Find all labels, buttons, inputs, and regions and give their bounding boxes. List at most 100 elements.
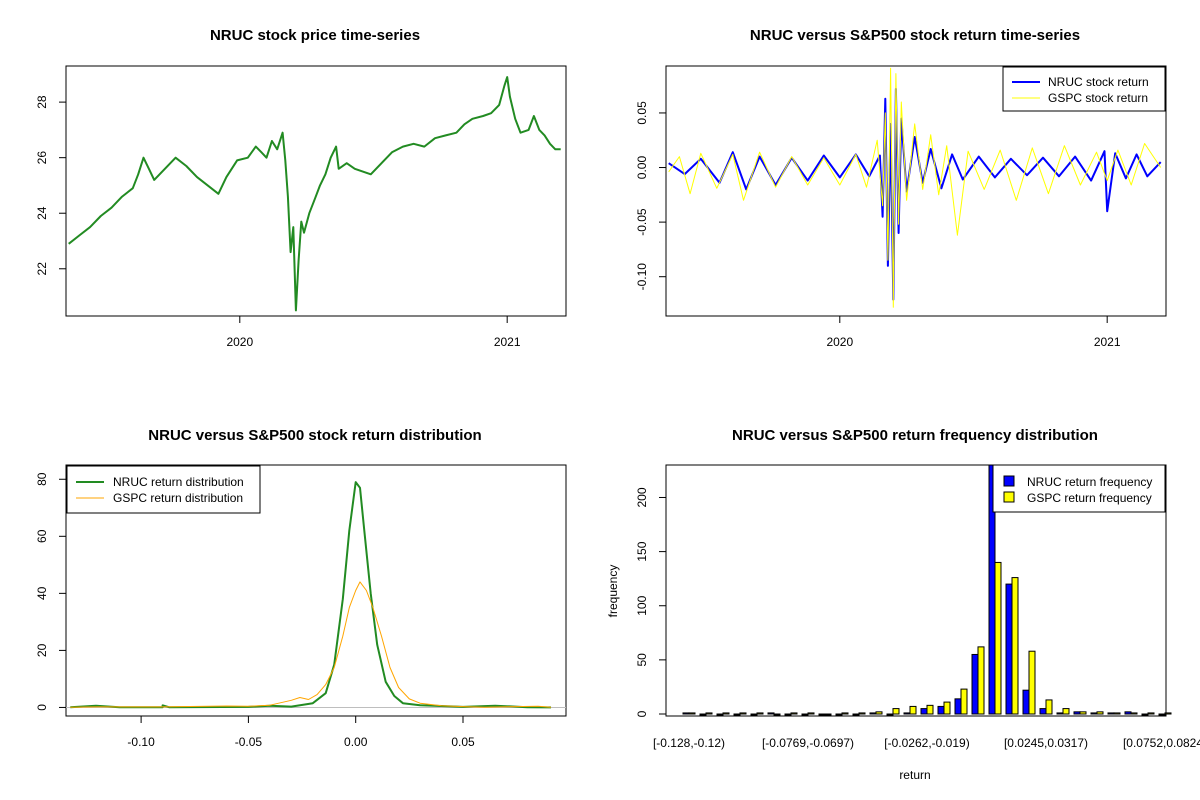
x-tick-label: 2020 bbox=[226, 335, 253, 349]
chart-title: NRUC versus S&P500 stock return time-ser… bbox=[750, 27, 1080, 44]
legend-label-gspc: GSPC return frequency bbox=[1027, 491, 1152, 505]
nruc-frequency-bar bbox=[733, 713, 741, 716]
nruc-frequency-bar bbox=[784, 713, 792, 716]
nruc-frequency-bar bbox=[818, 713, 826, 716]
gspc-frequency-bar bbox=[841, 712, 849, 715]
gspc-frequency-bar bbox=[722, 712, 730, 715]
y-tick-label: 0.00 bbox=[635, 156, 649, 180]
gspc-frequency-bar bbox=[892, 708, 900, 715]
gspc-frequency-bar bbox=[1045, 699, 1053, 715]
gspc-frequency-bar bbox=[1113, 712, 1121, 715]
plot-frame bbox=[65, 464, 567, 717]
x-tick-label: 2020 bbox=[826, 335, 853, 349]
gspc-frequency-bar bbox=[739, 712, 747, 715]
y-tick-label: 26 bbox=[35, 151, 49, 165]
gspc-frequency-bar bbox=[1130, 712, 1138, 715]
gspc-frequency-bar bbox=[943, 701, 951, 715]
nruc-frequency-bar bbox=[1039, 708, 1047, 715]
x-tick-label: 0.00 bbox=[344, 735, 368, 749]
return-histogram-panel: NRUC versus S&P500 return frequency dist… bbox=[606, 427, 1200, 782]
x-axis-label: return bbox=[899, 768, 930, 782]
y-tick-label: 100 bbox=[635, 595, 649, 615]
gspc-frequency-bar bbox=[1147, 712, 1155, 715]
nruc-frequency-bar bbox=[1158, 713, 1166, 716]
legend-box bbox=[1002, 66, 1166, 112]
gspc-frequency-bar bbox=[1079, 711, 1087, 715]
gspc-frequency-bar bbox=[994, 561, 1002, 715]
nruc-frequency-bar bbox=[699, 713, 707, 716]
gspc-frequency-bar bbox=[1062, 708, 1070, 715]
nruc-frequency-bar bbox=[1073, 711, 1081, 715]
gspc-frequency-bar bbox=[909, 705, 917, 715]
x-tick-label: 2021 bbox=[494, 335, 521, 349]
nruc-frequency-bar bbox=[886, 713, 894, 716]
x-tick-label: [-0.128,-0.12) bbox=[653, 736, 725, 750]
x-tick-label: -0.05 bbox=[235, 735, 263, 749]
gspc-frequency-bar bbox=[875, 711, 883, 715]
gspc-frequency-bar bbox=[705, 712, 713, 715]
gspc-frequency-bar bbox=[1011, 577, 1019, 715]
legend-label-gspc: GSPC stock return bbox=[1048, 91, 1148, 105]
nruc-frequency-bar bbox=[937, 705, 945, 715]
x-tick-label: [0.0752,0.0824) bbox=[1123, 736, 1200, 750]
y-tick-label: 80 bbox=[35, 472, 49, 486]
y-axis-label: frequency bbox=[606, 565, 620, 618]
gspc-frequency-bar bbox=[1096, 711, 1104, 715]
chart-title: NRUC stock price time-series bbox=[210, 27, 420, 44]
nruc-frequency-bar bbox=[1124, 711, 1132, 715]
nruc-frequency-bar bbox=[852, 713, 860, 716]
nruc-frequency-bar bbox=[1141, 713, 1149, 716]
gspc-frequency-bar bbox=[790, 712, 798, 715]
nruc-frequency-bar bbox=[903, 712, 911, 715]
nruc-frequency-bar bbox=[767, 712, 775, 715]
plot-frame bbox=[665, 65, 1167, 317]
y-tick-label: 0 bbox=[635, 710, 649, 717]
nruc-frequency-bar bbox=[1056, 712, 1064, 715]
gspc-density-line bbox=[70, 581, 552, 708]
gspc-return-line bbox=[668, 67, 1162, 308]
legend-swatch-nruc bbox=[1003, 475, 1015, 487]
chart-title: NRUC versus S&P500 stock return distribu… bbox=[148, 427, 481, 444]
nruc-frequency-bar bbox=[971, 653, 979, 715]
x-tick-label: 0.05 bbox=[451, 735, 475, 749]
chart-title: NRUC versus S&P500 return frequency dist… bbox=[732, 427, 1098, 444]
plot-frame bbox=[665, 464, 1167, 717]
legend-swatch-gspc bbox=[1003, 491, 1015, 503]
legend-box bbox=[66, 465, 261, 514]
y-tick-label: 0.05 bbox=[635, 101, 649, 125]
y-tick-label: 200 bbox=[635, 487, 649, 507]
nruc-frequency-bar bbox=[1107, 712, 1115, 715]
y-tick-label: 20 bbox=[35, 643, 49, 657]
price-series-line bbox=[68, 76, 561, 312]
nruc-frequency-bar bbox=[801, 713, 809, 716]
return-timeseries-panel: NRUC versus S&P500 stock return time-ser… bbox=[635, 27, 1167, 349]
x-tick-label: 2021 bbox=[1094, 335, 1121, 349]
y-tick-label: 40 bbox=[35, 586, 49, 600]
gspc-frequency-bar bbox=[1164, 712, 1172, 715]
gspc-frequency-bar bbox=[688, 712, 696, 715]
y-tick-label: 22 bbox=[35, 262, 49, 276]
nruc-frequency-bar bbox=[920, 708, 928, 715]
gspc-frequency-bar bbox=[926, 704, 934, 715]
y-tick-label: 0 bbox=[35, 704, 49, 711]
x-tick-label: -0.10 bbox=[127, 735, 155, 749]
gspc-frequency-bar bbox=[1028, 650, 1036, 715]
gspc-frequency-bar bbox=[977, 646, 985, 715]
nruc-frequency-bar bbox=[835, 713, 843, 716]
x-tick-label: [-0.0769,-0.0697) bbox=[762, 736, 854, 750]
nruc-frequency-bar bbox=[716, 713, 724, 716]
legend: NRUC stock return GSPC stock return bbox=[1002, 66, 1166, 112]
legend: NRUC return frequency GSPC return freque… bbox=[992, 464, 1166, 513]
y-tick-label: -0.05 bbox=[635, 208, 649, 236]
gspc-frequency-bar bbox=[773, 713, 781, 716]
legend: NRUC return distribution GSPC return dis… bbox=[66, 465, 261, 514]
y-tick-label: -0.10 bbox=[635, 263, 649, 291]
nruc-frequency-bar bbox=[682, 712, 690, 715]
plot-frame bbox=[65, 65, 567, 317]
nruc-density-line bbox=[70, 481, 552, 709]
y-tick-label: 60 bbox=[35, 529, 49, 543]
x-tick-label: [-0.0262,-0.019) bbox=[884, 736, 969, 750]
nruc-frequency-bar bbox=[1005, 583, 1013, 715]
legend-label-nruc: NRUC stock return bbox=[1048, 75, 1149, 89]
